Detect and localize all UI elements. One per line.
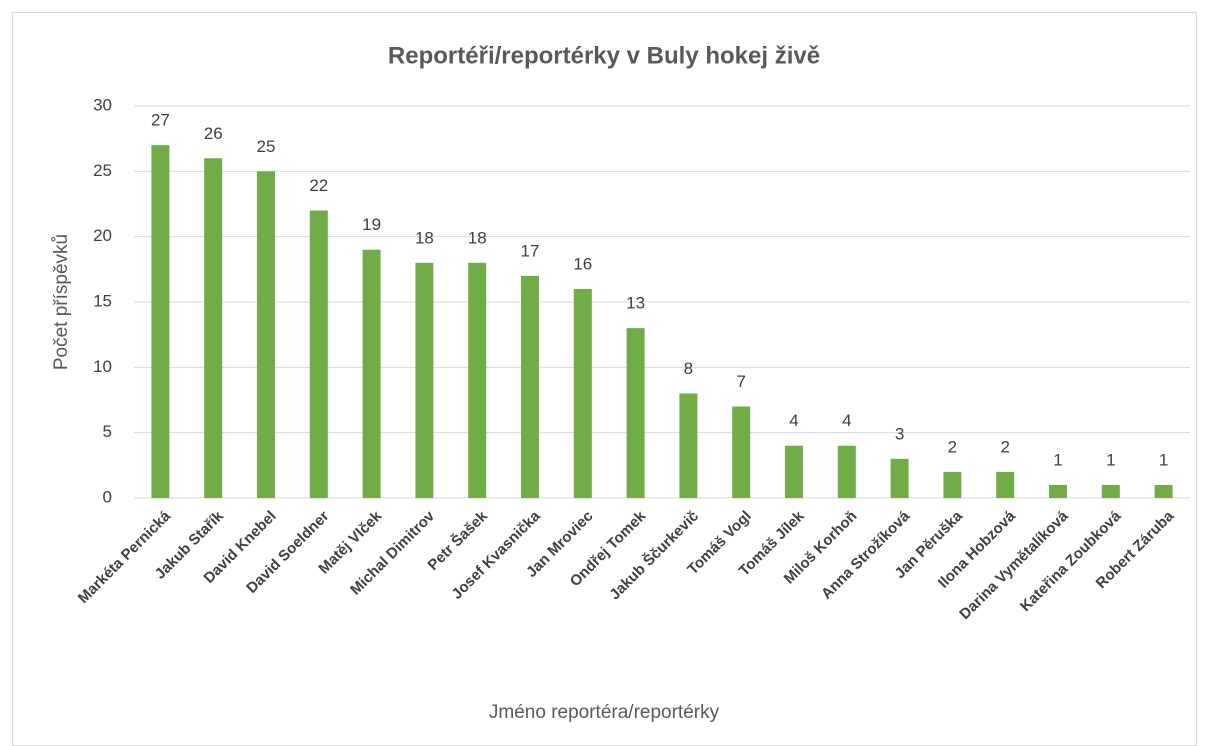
- data-label: 2: [948, 437, 957, 456]
- data-label: 22: [309, 176, 328, 195]
- data-label: 4: [789, 411, 798, 430]
- bar: [1049, 484, 1067, 498]
- data-label: 16: [573, 254, 592, 273]
- bar: [204, 158, 223, 498]
- data-label: 4: [842, 411, 851, 430]
- y-tick-label: 0: [103, 487, 112, 506]
- data-label: 13: [626, 294, 645, 313]
- chart-border: [12, 12, 1197, 746]
- bar: [309, 210, 328, 499]
- bar: [468, 262, 487, 498]
- data-label: 1: [1053, 450, 1062, 469]
- bar: [837, 445, 856, 498]
- data-label: 2: [1000, 437, 1009, 456]
- bar: [362, 249, 381, 498]
- bar: [521, 275, 539, 498]
- bar: [626, 328, 645, 498]
- bar: [943, 471, 962, 498]
- y-tick-label: 10: [93, 357, 112, 376]
- data-label: 18: [415, 228, 434, 247]
- data-label: 27: [151, 111, 170, 130]
- y-tick-label: 5: [103, 422, 112, 441]
- bar: [573, 288, 592, 498]
- bar: [996, 471, 1015, 498]
- data-label: 3: [895, 424, 904, 443]
- data-label: 18: [468, 228, 487, 247]
- data-label: 1: [1159, 450, 1168, 469]
- y-tick-label: 20: [93, 226, 112, 245]
- bar: [415, 262, 434, 498]
- bar: [679, 393, 698, 498]
- data-label: 19: [362, 215, 381, 234]
- y-tick-label: 25: [93, 161, 112, 180]
- bar: [1101, 484, 1120, 498]
- bar: [890, 458, 909, 498]
- bar: [257, 171, 275, 499]
- bar: [732, 406, 751, 498]
- chart-title: Reportéři/reportérky v Buly hokej živě: [388, 42, 820, 69]
- data-label: 17: [521, 241, 540, 260]
- data-label: 8: [684, 359, 693, 378]
- data-label: 7: [736, 372, 745, 391]
- y-tick-label: 15: [93, 291, 112, 310]
- bar: [785, 445, 803, 498]
- data-label: 1: [1106, 450, 1115, 469]
- data-label: 26: [204, 124, 223, 143]
- bar: [151, 145, 170, 498]
- data-label: 25: [257, 137, 276, 156]
- y-tick-label: 30: [93, 95, 112, 114]
- x-axis-label: Jméno reportéra/reportérky: [489, 702, 720, 723]
- bar: [1154, 484, 1173, 498]
- y-axis-label: Počet příspěvků: [51, 234, 72, 370]
